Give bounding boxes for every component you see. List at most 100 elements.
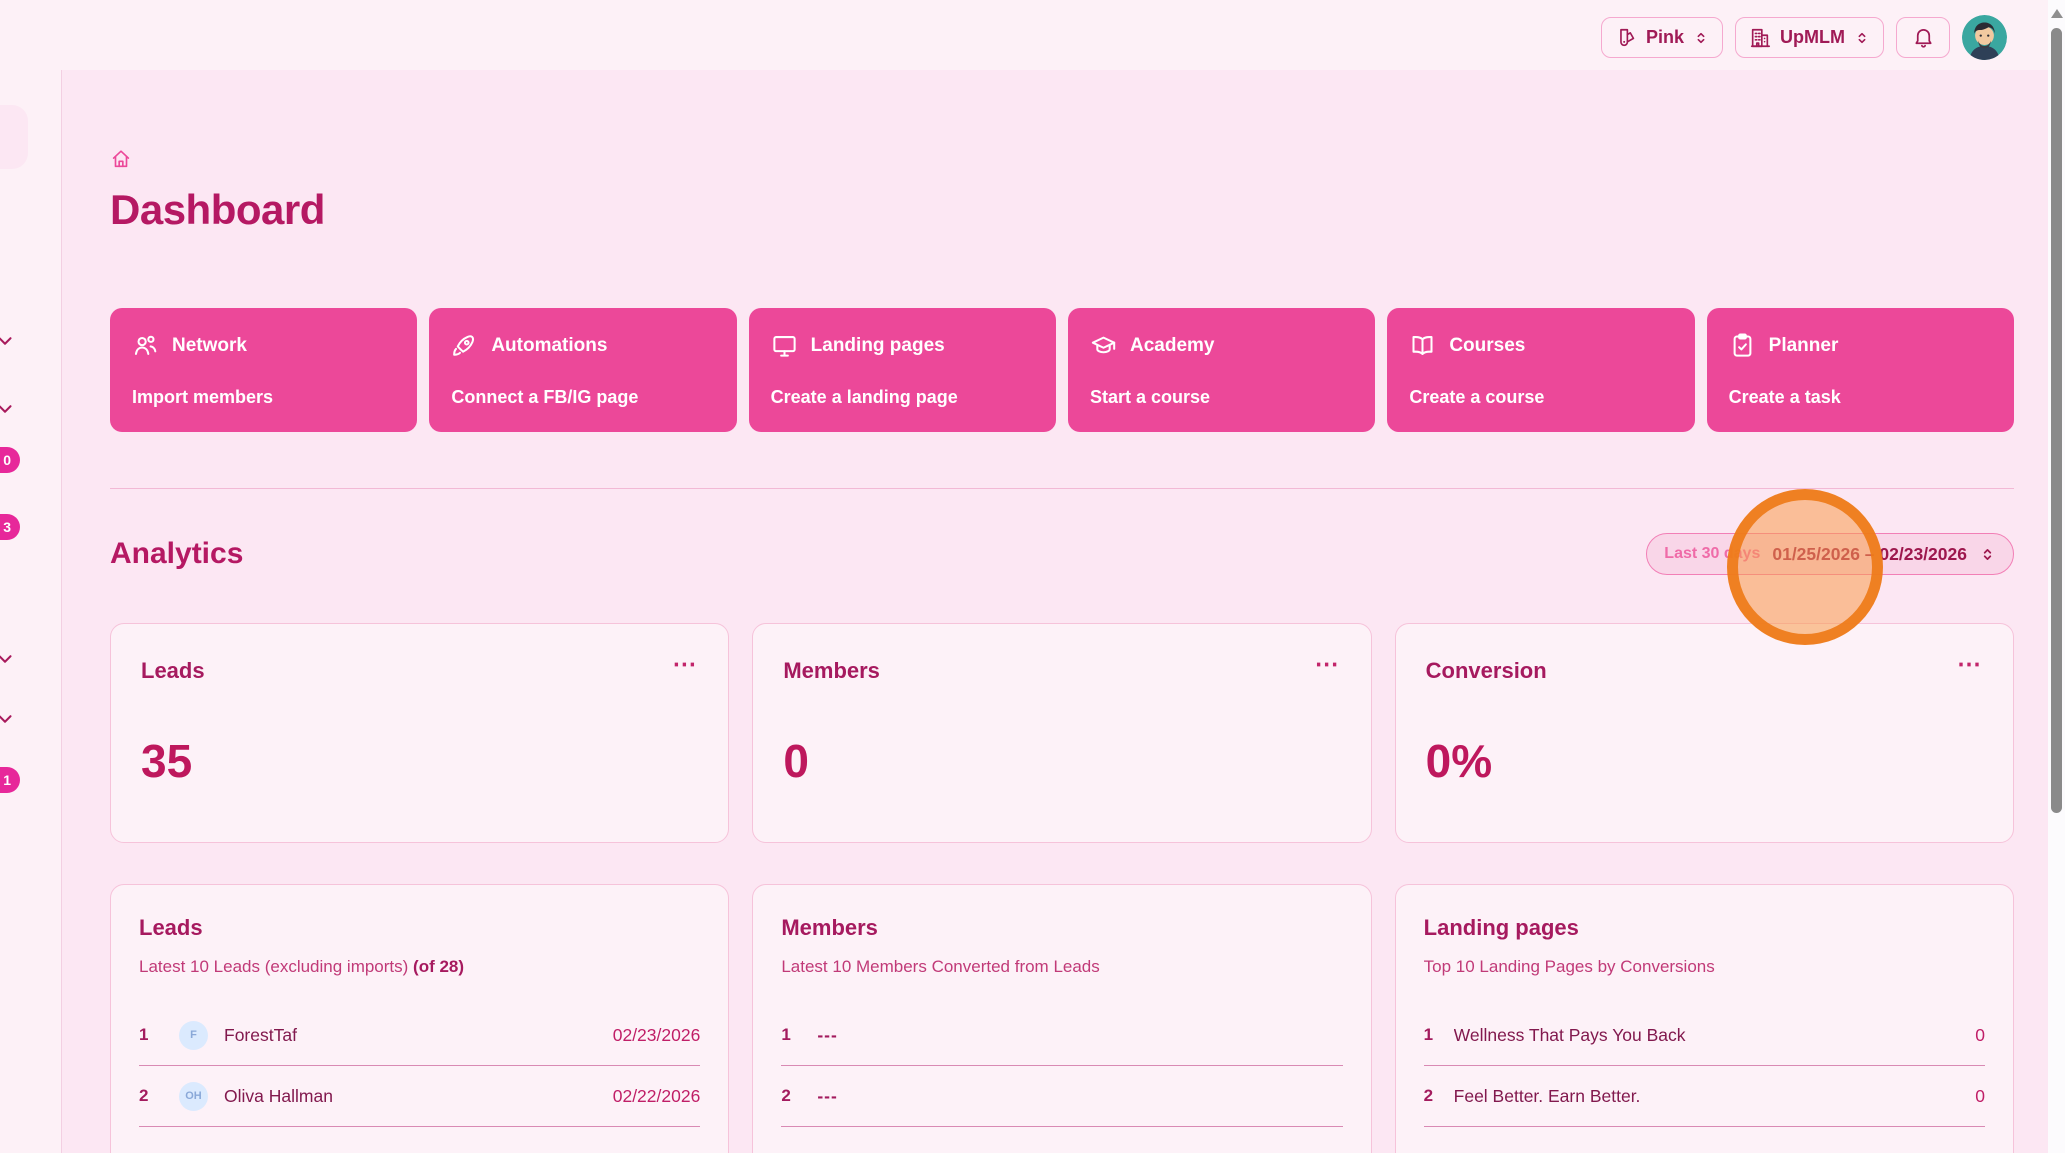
chevron-up-down-icon: [1979, 546, 1996, 563]
quick-action-title: Planner: [1768, 334, 1839, 356]
graduation-cap-icon: [1090, 332, 1117, 359]
quick-action-subtitle: Create a course: [1409, 387, 1545, 407]
quick-action-subtitle: Create a landing page: [770, 387, 958, 407]
stat-card-leads: Leads ⋯ 35: [110, 623, 730, 843]
sidebar-active-item[interactable]: [0, 105, 28, 169]
quick-actions: Network Import members Automations Conn: [110, 308, 2014, 432]
leads-list-card: Leads Latest 10 Leads (excluding imports…: [110, 884, 730, 1153]
ellipsis-menu-button[interactable]: ⋯: [1314, 651, 1341, 678]
sidebar-count-badge: 1: [0, 767, 20, 793]
breadcrumb-home[interactable]: [110, 148, 132, 170]
page-title: Dashboard: [110, 186, 325, 233]
list-subtitle: Top 10 Landing Pages by Conversions: [1423, 957, 1715, 976]
list-cards: Leads Latest 10 Leads (excluding imports…: [110, 884, 2014, 1153]
monitor-icon: [771, 332, 798, 359]
chevron-down-icon[interactable]: [0, 648, 16, 670]
lead-row[interactable]: 2 OH Oliva Hallman 02/22/2026: [139, 1066, 701, 1127]
chevron-up-down-icon: [1693, 30, 1709, 46]
quick-action-planner[interactable]: Planner Create a task: [1706, 308, 2014, 432]
lead-date: 02/23/2026: [612, 1024, 701, 1045]
date-range-value: 01/25/2026 – 02/23/2026: [1772, 543, 1967, 564]
stat-title: Members: [783, 658, 880, 683]
quick-action-subtitle: Create a task: [1728, 387, 1841, 407]
analytics-title: Analytics: [110, 537, 244, 570]
sidebar-count-badge: 0: [0, 447, 20, 473]
stat-cards: Leads ⋯ 35 Members ⋯ 0 Conversion ⋯ 0%: [110, 623, 2014, 843]
quick-action-title: Courses: [1449, 334, 1526, 356]
swatches-icon: [1615, 27, 1637, 49]
list-subtitle: Latest 10 Leads (excluding imports) (of …: [139, 957, 465, 976]
lead-row[interactable]: 1 F ForestTaf 02/23/2026: [139, 1005, 701, 1066]
section-divider: [110, 488, 2014, 489]
quick-action-title: Academy: [1130, 334, 1215, 356]
users-icon: [132, 332, 159, 359]
sidebar: 0 3 1: [0, 70, 62, 1153]
lead-date: 02/22/2026: [612, 1085, 701, 1106]
date-range-select[interactable]: Last 30 days 01/25/2026 – 02/23/2026: [1646, 533, 2014, 575]
ellipsis-menu-button[interactable]: ⋯: [672, 651, 699, 678]
workspace-select-label: UpMLM: [1780, 27, 1845, 47]
landing-page-name: Feel Better. Earn Better.: [1453, 1085, 1641, 1106]
stat-title: Conversion: [1425, 658, 1547, 683]
rocket-icon: [451, 332, 478, 359]
theme-select[interactable]: Pink: [1601, 17, 1724, 58]
member-row: 2 ---: [781, 1066, 1343, 1127]
clipboard-check-icon: [1729, 332, 1756, 359]
stat-value: 35: [141, 735, 193, 787]
stat-title: Leads: [141, 658, 205, 683]
stat-value: 0: [783, 735, 809, 787]
empty-value: ---: [817, 1024, 838, 1045]
list-title: Leads: [139, 915, 203, 940]
scrollbar: [2048, 0, 2065, 1153]
quick-action-courses[interactable]: Courses Create a course: [1387, 308, 1695, 432]
quick-action-academy[interactable]: Academy Start a course: [1068, 308, 1376, 432]
scrollbar-thumb[interactable]: [2051, 28, 2062, 813]
building-icon: [1749, 27, 1771, 49]
sidebar-count-badge: 3: [0, 514, 20, 540]
book-open-icon: [1409, 332, 1436, 359]
ellipsis-menu-button[interactable]: ⋯: [1956, 651, 1983, 678]
landing-page-row[interactable]: 1 Wellness That Pays You Back 0: [1423, 1005, 1985, 1066]
chevron-down-icon[interactable]: [0, 708, 16, 730]
bell-icon: [1912, 26, 1935, 49]
user-avatar[interactable]: [1962, 15, 2007, 60]
empty-value: ---: [817, 1085, 838, 1106]
landing-page-name: Wellness That Pays You Back: [1453, 1024, 1686, 1045]
stat-value: 0%: [1425, 735, 1493, 787]
quick-action-subtitle: Start a course: [1090, 387, 1211, 407]
list-title: Landing pages: [1423, 915, 1579, 940]
members-list-card: Members Latest 10 Members Converted from…: [752, 884, 1372, 1153]
chevron-up-down-icon: [1854, 30, 1870, 46]
main-content: Dashboard Network Import members: [62, 70, 2065, 1153]
conversion-count: 0: [1975, 1024, 1985, 1045]
topbar: Pink UpMLM: [0, 0, 2065, 70]
analytics-header: Analytics Last 30 days 01/25/2026 – 02/2…: [110, 533, 2014, 575]
stat-card-conversion: Conversion ⋯ 0%: [1394, 623, 2014, 843]
lead-name: ForestTaf: [224, 1024, 297, 1045]
conversion-count: 0: [1975, 1085, 1985, 1106]
quick-action-subtitle: Connect a FB/IG page: [451, 387, 639, 407]
date-preset-label: Last 30 days: [1664, 545, 1761, 562]
home-icon: [110, 148, 132, 170]
list-title: Members: [781, 915, 878, 940]
quick-action-title: Landing pages: [810, 334, 945, 356]
topbar-controls: Pink UpMLM: [1601, 15, 2007, 60]
theme-select-label: Pink: [1646, 27, 1685, 47]
chevron-down-icon[interactable]: [0, 330, 16, 352]
workspace-select[interactable]: UpMLM: [1735, 17, 1884, 58]
quick-action-subtitle: Import members: [132, 387, 274, 407]
stat-card-members: Members ⋯ 0: [752, 623, 1372, 843]
quick-action-landing-pages[interactable]: Landing pages Create a landing page: [748, 308, 1056, 432]
landing-page-row[interactable]: 2 Feel Better. Earn Better. 0: [1423, 1066, 1985, 1127]
lead-name: Oliva Hallman: [224, 1085, 333, 1106]
list-subtitle: Latest 10 Members Converted from Leads: [781, 957, 1100, 976]
quick-action-title: Automations: [491, 334, 608, 356]
app-shell: 0 3 1 Dashboard: [0, 70, 2065, 1153]
landing-pages-list-card: Landing pages Top 10 Landing Pages by Co…: [1394, 884, 2014, 1153]
scroll-up-arrow[interactable]: [2051, 9, 2063, 18]
member-row: 1 ---: [781, 1005, 1343, 1066]
quick-action-automations[interactable]: Automations Connect a FB/IG page: [429, 308, 737, 432]
quick-action-network[interactable]: Network Import members: [110, 308, 418, 432]
notifications-button[interactable]: [1896, 17, 1950, 58]
chevron-down-icon[interactable]: [0, 398, 16, 420]
